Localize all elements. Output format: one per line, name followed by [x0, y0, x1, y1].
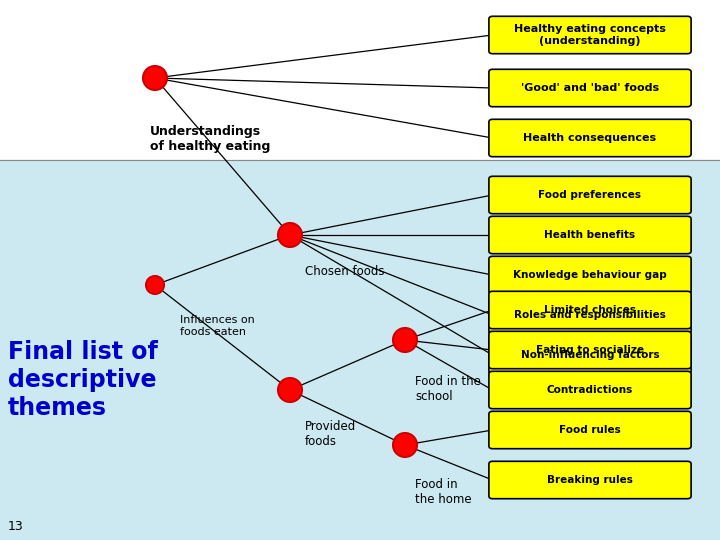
Text: Food in the
school: Food in the school: [415, 375, 481, 403]
Text: Health consequences: Health consequences: [523, 133, 657, 143]
Text: Contradictions: Contradictions: [547, 385, 633, 395]
Ellipse shape: [393, 328, 417, 352]
Text: Non-influencing factors: Non-influencing factors: [521, 350, 660, 360]
Text: Food in
the home: Food in the home: [415, 478, 472, 506]
Text: Health benefits: Health benefits: [544, 230, 636, 240]
FancyBboxPatch shape: [489, 176, 691, 214]
Text: Knowledge behaviour gap: Knowledge behaviour gap: [513, 270, 667, 280]
FancyBboxPatch shape: [489, 256, 691, 294]
FancyBboxPatch shape: [489, 16, 691, 53]
Text: Provided
foods: Provided foods: [305, 420, 356, 448]
FancyBboxPatch shape: [489, 336, 691, 374]
FancyBboxPatch shape: [489, 291, 691, 329]
FancyBboxPatch shape: [489, 372, 691, 409]
Bar: [0, 0, 720, 160]
Text: Roles and responsibilities: Roles and responsibilities: [514, 310, 666, 320]
Ellipse shape: [278, 223, 302, 247]
Text: Influences on
foods eaten: Influences on foods eaten: [180, 315, 255, 336]
Bar: [0, 160, 720, 540]
Text: Healthy eating concepts
(understanding): Healthy eating concepts (understanding): [514, 24, 666, 46]
Text: Understandings
of healthy eating: Understandings of healthy eating: [150, 125, 271, 153]
Text: Food rules: Food rules: [559, 425, 621, 435]
Text: 13: 13: [8, 520, 24, 533]
Text: 'Good' and 'bad' foods: 'Good' and 'bad' foods: [521, 83, 659, 93]
Ellipse shape: [278, 378, 302, 402]
FancyBboxPatch shape: [489, 296, 691, 334]
FancyBboxPatch shape: [489, 119, 691, 157]
FancyBboxPatch shape: [489, 461, 691, 499]
FancyBboxPatch shape: [489, 69, 691, 107]
Text: Food preferences: Food preferences: [539, 190, 642, 200]
Text: Eating to socialize: Eating to socialize: [536, 345, 644, 355]
Ellipse shape: [393, 433, 417, 457]
Ellipse shape: [143, 66, 167, 90]
Ellipse shape: [146, 276, 164, 294]
Text: Chosen foods: Chosen foods: [305, 265, 384, 278]
FancyBboxPatch shape: [489, 411, 691, 449]
Text: Breaking rules: Breaking rules: [547, 475, 633, 485]
FancyBboxPatch shape: [489, 332, 691, 369]
Text: Limited choices: Limited choices: [544, 305, 636, 315]
Text: Final list of
descriptive
themes: Final list of descriptive themes: [8, 340, 158, 420]
FancyBboxPatch shape: [489, 217, 691, 254]
